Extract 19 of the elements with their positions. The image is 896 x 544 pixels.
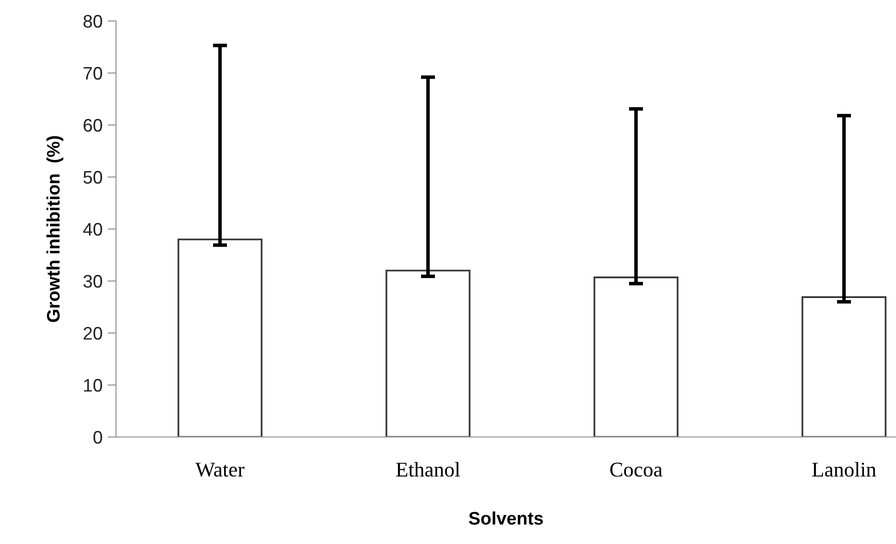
y-tick-label: 0 — [93, 430, 102, 444]
y-tick-label: 10 — [84, 378, 102, 392]
x-tick-label: Ethanol — [396, 462, 460, 477]
x-tick-label: Water — [195, 462, 244, 477]
y-tick-label: 80 — [84, 14, 102, 28]
x-axis-title: Solvents — [468, 511, 543, 525]
y-tick-label: 40 — [83, 222, 102, 236]
y-tick-label: 30 — [83, 274, 102, 288]
y-tick-label: 50 — [83, 170, 102, 184]
y-tick-label: 70 — [84, 66, 102, 80]
y-tick-label: 60 — [84, 118, 102, 132]
y-axis-title: Growth inhibition (%) — [46, 136, 64, 322]
bar — [178, 238, 262, 437]
bar — [594, 276, 678, 437]
bar — [386, 270, 470, 437]
x-tick-label: Cocoa — [610, 462, 662, 477]
x-tick-label: Lanolin — [812, 462, 876, 477]
bar — [802, 296, 886, 437]
y-tick-label: 20 — [84, 326, 102, 340]
